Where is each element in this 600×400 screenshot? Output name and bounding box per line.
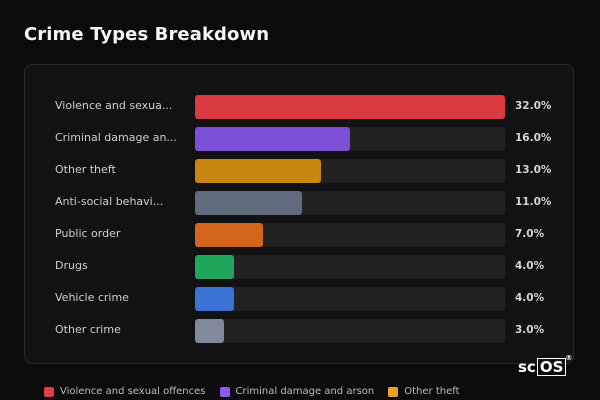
bar-track — [195, 95, 505, 119]
bar-track — [195, 223, 505, 247]
bar-track — [195, 159, 505, 183]
bar[interactable] — [195, 255, 234, 279]
brand-logo: sc OS ® — [518, 354, 572, 376]
registered-mark: ® — [565, 354, 573, 362]
chart-panel: Violence and sexua... 32.0% Criminal damag… — [24, 64, 574, 364]
value-label: 32.0% — [515, 100, 552, 112]
bar-row: Public order 7.0% — [25, 223, 573, 247]
bar[interactable] — [195, 287, 234, 311]
bar-row: Other crime 3.0% — [25, 319, 573, 343]
bar-row: Vehicle crime 4.0% — [25, 287, 573, 311]
chart-legend: Violence and sexual offences Criminal dam… — [44, 386, 460, 397]
category-label: Other theft — [55, 163, 116, 176]
brand-text: sc — [518, 358, 536, 376]
value-label: 13.0% — [515, 164, 552, 176]
legend-item[interactable]: Other theft — [388, 386, 460, 397]
bar-track — [195, 127, 505, 151]
value-label: 3.0% — [515, 324, 545, 336]
legend-label: Criminal damage and arson — [235, 386, 375, 397]
bar-row: Anti-social behavi... 11.0% — [25, 191, 573, 215]
value-label: 16.0% — [515, 132, 552, 144]
value-label: 4.0% — [515, 260, 545, 272]
legend-item[interactable]: Criminal damage and arson — [219, 386, 375, 397]
bar[interactable] — [195, 95, 505, 119]
bar[interactable] — [195, 127, 350, 151]
bar-row: Drugs 4.0% — [25, 255, 573, 279]
legend-item[interactable]: Violence and sexual offences — [44, 386, 206, 397]
brand-boxed-text: OS — [536, 358, 567, 376]
value-label: 4.0% — [515, 292, 545, 304]
category-label: Criminal damage an... — [55, 131, 177, 144]
bar-row: Violence and sexua... 32.0% — [25, 95, 573, 119]
bar-track — [195, 255, 505, 279]
bar[interactable] — [195, 191, 302, 215]
legend-label: Violence and sexual offences — [60, 386, 206, 397]
bar-track — [195, 319, 505, 343]
bar[interactable] — [195, 223, 263, 247]
legend-swatch — [44, 386, 54, 397]
value-label: 11.0% — [515, 196, 552, 208]
legend-label: Other theft — [404, 386, 460, 397]
category-label: Public order — [55, 227, 121, 240]
category-label: Vehicle crime — [55, 291, 129, 304]
value-label: 7.0% — [515, 228, 545, 240]
category-label: Anti-social behavi... — [55, 195, 164, 208]
bar-track — [195, 287, 505, 311]
chart-title: Crime Types Breakdown — [24, 24, 270, 45]
category-label: Drugs — [55, 259, 88, 272]
legend-swatch — [219, 386, 230, 397]
legend-swatch — [388, 386, 399, 397]
bar[interactable] — [195, 319, 225, 343]
bar-row: Criminal damage an... 16.0% — [25, 127, 573, 151]
category-label: Other crime — [55, 323, 121, 336]
bar-track — [195, 191, 505, 215]
bar[interactable] — [195, 159, 321, 183]
category-label: Violence and sexua... — [55, 99, 173, 112]
bar-row: Other theft 13.0% — [25, 159, 573, 183]
